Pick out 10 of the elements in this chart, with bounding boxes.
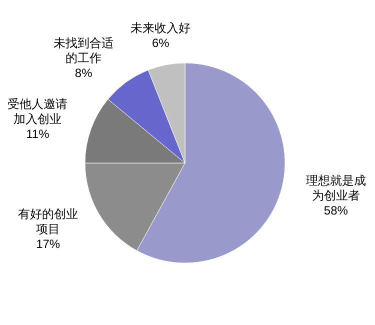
slice-label: 未找到合适的工作 xyxy=(54,36,114,65)
slice-label: 受他人邀请加入创业 xyxy=(8,96,68,126)
data-label: 17% xyxy=(36,237,60,252)
slice-label: 理想就是成为创业者 xyxy=(306,173,366,202)
data-label: 58% xyxy=(324,203,348,218)
data-label: 11% xyxy=(26,126,50,141)
slice-label: 未来收入好 xyxy=(130,20,191,35)
data-label: 8% xyxy=(74,66,93,80)
slice-label: 有好的创业项目 xyxy=(18,207,78,236)
data-label: 6% xyxy=(152,36,170,50)
